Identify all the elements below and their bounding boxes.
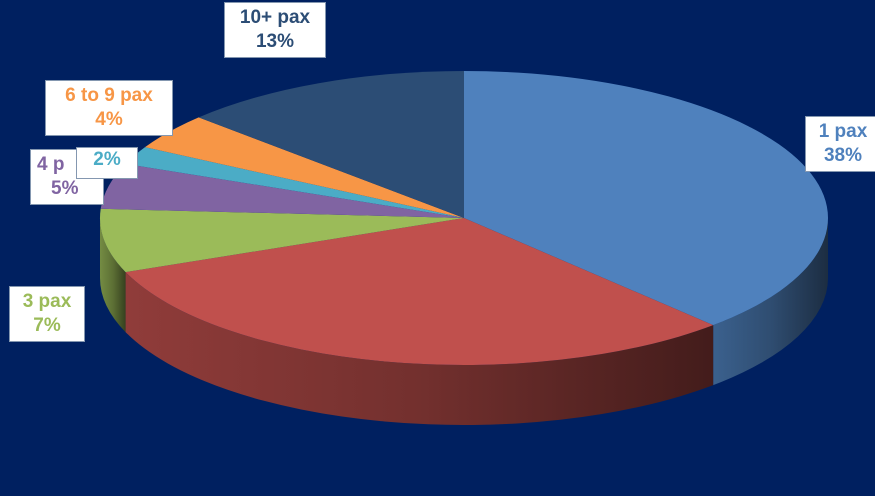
label-10-plus-pax-name: 10+ pax bbox=[239, 7, 311, 28]
pie-slice-5-pax bbox=[125, 147, 465, 218]
label-6-to-9-pax-name: 6 to 9 pax bbox=[65, 85, 153, 106]
label-5-pax-value: 2% bbox=[93, 149, 121, 170]
pie-slice-10-pax bbox=[198, 71, 464, 218]
pie-slice-3-pax bbox=[100, 208, 464, 273]
label-1-pax-value: 38% bbox=[823, 145, 863, 166]
label-10-plus-pax-value: 13% bbox=[255, 31, 295, 52]
label-6-to-9-pax: 6 to 9 pax 4% bbox=[45, 80, 173, 136]
label-1-pax-name: 1 pax bbox=[818, 121, 868, 142]
pie-slice-4-pax bbox=[100, 163, 465, 218]
pie-side-walls bbox=[100, 218, 828, 425]
pie-slice-1-pax bbox=[464, 71, 828, 326]
label-3-pax-name: 3 pax bbox=[22, 291, 72, 312]
label-4-pax-name: 4 p bbox=[37, 154, 65, 175]
label-10-plus-pax: 10+ pax 13% bbox=[224, 2, 326, 58]
pie-top-faces bbox=[100, 71, 828, 366]
pie-slice-2-pax bbox=[125, 218, 714, 366]
pie-side-1-pax bbox=[713, 218, 828, 386]
pie-slice-6-to-9-pax bbox=[145, 117, 465, 218]
label-6-to-9-pax-value: 4% bbox=[95, 109, 123, 130]
label-5-pax: 2% bbox=[76, 147, 138, 179]
label-3-pax-value: 7% bbox=[33, 315, 61, 336]
label-3-pax: 3 pax 7% bbox=[9, 286, 85, 342]
pie-side-2-pax bbox=[125, 272, 714, 425]
label-1-pax: 1 pax 38% bbox=[805, 116, 875, 172]
label-4-pax-value: 5% bbox=[51, 178, 79, 199]
pie-side-3-pax bbox=[100, 218, 126, 333]
